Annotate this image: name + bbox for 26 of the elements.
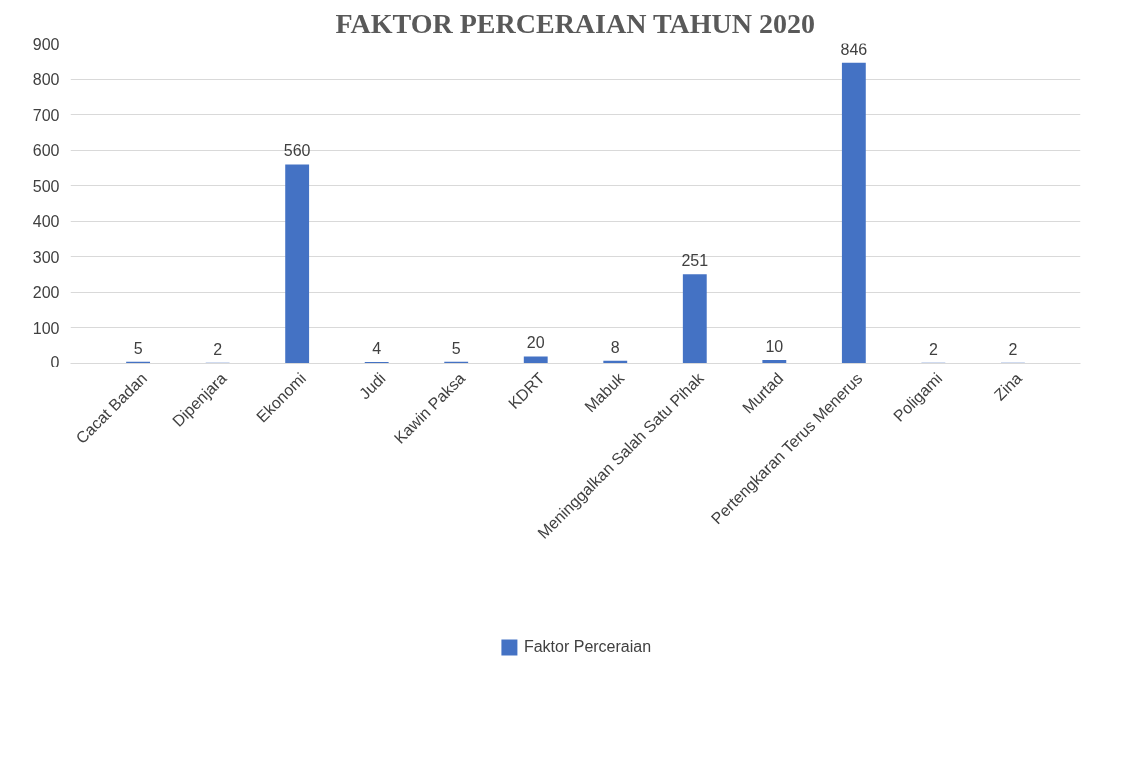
y-tick-label: 400 bbox=[32, 213, 60, 231]
y-tick-label: 700 bbox=[32, 106, 60, 124]
chart-title: FAKTOR PERCERAIAN TAHUN 2020 bbox=[335, 7, 815, 39]
data-label: 5 bbox=[451, 339, 461, 357]
y-tick-label: 500 bbox=[32, 177, 60, 195]
legend-label: Faktor Perceraian bbox=[523, 638, 652, 656]
data-label: 251 bbox=[681, 252, 709, 270]
data-label: 4 bbox=[372, 340, 382, 358]
data-label: 2 bbox=[928, 340, 938, 358]
data-label: 2 bbox=[213, 340, 223, 358]
data-label: 846 bbox=[840, 40, 868, 58]
y-tick-label: 0 bbox=[50, 353, 60, 371]
x-tick-label: Judi bbox=[355, 369, 389, 403]
y-tick-label: 200 bbox=[32, 284, 60, 302]
data-label: 10 bbox=[765, 337, 784, 355]
data-label: 8 bbox=[610, 338, 620, 356]
data-label: 560 bbox=[283, 142, 311, 160]
data-label: 2 bbox=[1008, 340, 1018, 358]
y-tick-label: 300 bbox=[32, 248, 60, 266]
data-label: 5 bbox=[133, 339, 143, 357]
x-tick-label: Zina bbox=[990, 369, 1025, 404]
data-label: 20 bbox=[526, 334, 545, 352]
y-tick-label: 600 bbox=[32, 142, 60, 160]
y-tick-label: 800 bbox=[32, 71, 60, 89]
y-tick-label: 900 bbox=[32, 35, 60, 53]
y-tick-label: 100 bbox=[32, 319, 60, 337]
